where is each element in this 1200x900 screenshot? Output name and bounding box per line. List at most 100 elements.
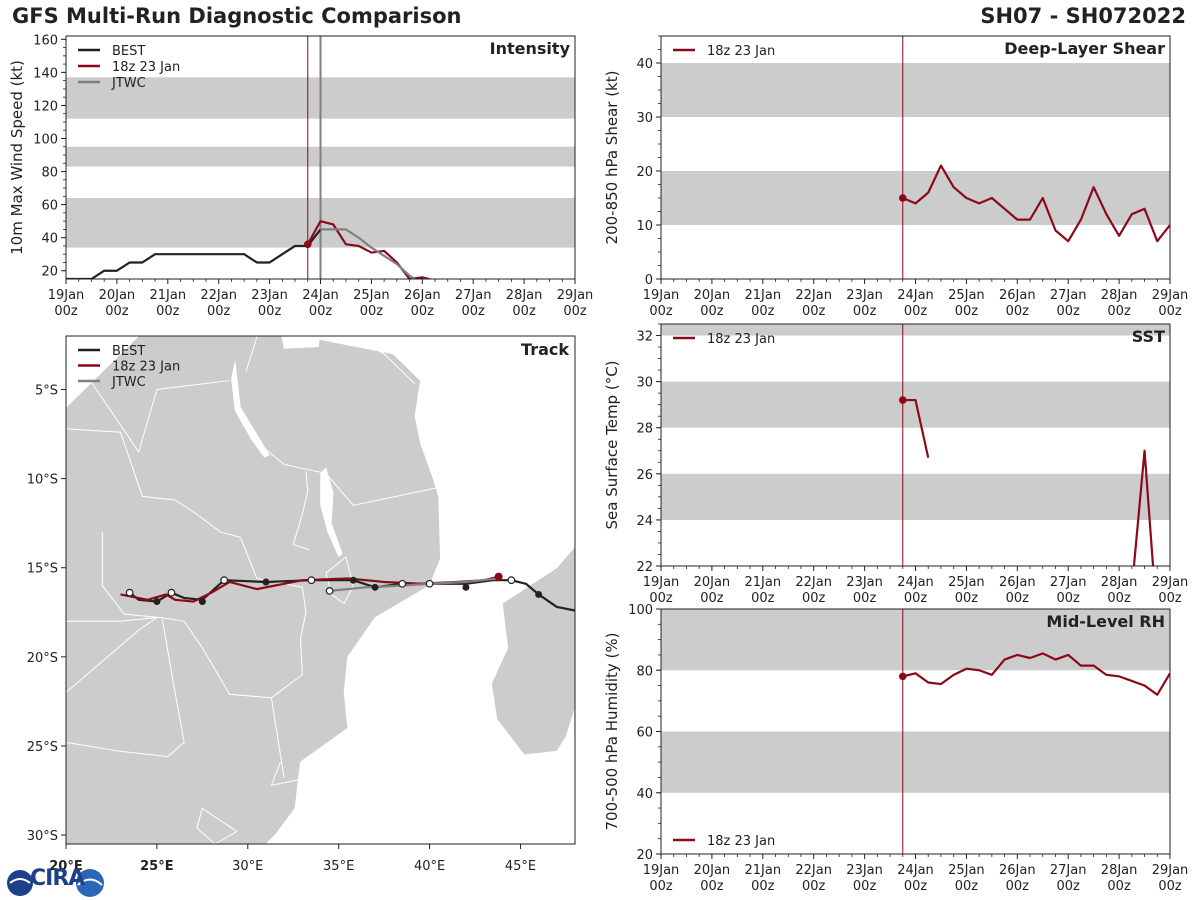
lat-tick-label: 25°S — [27, 740, 58, 755]
x-tick-label-date: 29Jan — [1152, 863, 1189, 878]
x-tick-label-hour: 00z — [853, 304, 877, 319]
border-line — [245, 336, 258, 372]
y-tick-label: 100 — [628, 603, 653, 618]
lon-tick-label: 40°E — [414, 859, 445, 874]
plot-frame — [660, 323, 1171, 567]
x-tick-label-date: 21Jan — [745, 288, 782, 303]
x-tick-label-date: 25Jan — [948, 575, 985, 590]
x-tick-label-hour: 00z — [1057, 879, 1081, 894]
x-tick-label-hour: 00z — [1107, 879, 1131, 894]
track-point-filled — [198, 598, 206, 606]
x-tick-label-date: 26Jan — [999, 575, 1036, 590]
x-tick-label-hour: 00z — [105, 304, 129, 319]
x-tick-label-hour: 00z — [802, 879, 826, 894]
track-point-filled — [462, 583, 470, 591]
lon-tick-label: 35°E — [323, 859, 354, 874]
x-tick-label-hour: 00z — [904, 879, 928, 894]
x-tick-label-date: 19Jan — [48, 288, 85, 303]
x-tick-label-hour: 00z — [802, 304, 826, 319]
track-point-open — [167, 588, 176, 597]
y-tick-label: 160 — [33, 33, 58, 48]
legend-label: 18z 23 Jan — [112, 60, 180, 75]
x-tick-label-hour: 00z — [1057, 304, 1081, 319]
x-tick-label-date: 21Jan — [150, 288, 187, 303]
y-tick-label: 24 — [636, 514, 653, 529]
plot-frame — [660, 35, 1171, 280]
x-tick-label-hour: 00z — [955, 879, 979, 894]
x-tick-label-hour: 00z — [1006, 304, 1030, 319]
x-tick-label-date: 19Jan — [643, 863, 680, 878]
x-tick-label-date: 21Jan — [745, 575, 782, 590]
x-tick-label-hour: 00z — [1158, 304, 1182, 319]
series-group — [902, 164, 1170, 243]
border-line — [101, 532, 272, 699]
y-tick-label: 26 — [636, 468, 653, 483]
series-group — [902, 398, 1155, 566]
x-tick-label-hour: 00z — [649, 879, 673, 894]
x-tick-label-date: 20Jan — [694, 288, 731, 303]
lon-tick-label: 25°E — [140, 859, 173, 874]
y-tick-label: 80 — [41, 166, 58, 181]
legend-label: BEST — [112, 44, 145, 59]
plot-frame — [660, 608, 1171, 855]
x-tick-label-hour: 00z — [700, 879, 724, 894]
x-tick-label-hour: 00z — [751, 591, 775, 606]
chart-title: SST — [1132, 327, 1165, 346]
plot-frame — [65, 35, 576, 280]
lat-tick-label: 15°S — [27, 562, 58, 577]
x-tick-label-date: 20Jan — [99, 288, 136, 303]
track-point-open — [325, 586, 334, 595]
band-0 — [661, 171, 1170, 225]
x-tick-label-date: 28Jan — [506, 288, 543, 303]
x-tick-label-date: 26Jan — [999, 863, 1036, 878]
x-tick-label-date: 24Jan — [302, 288, 339, 303]
land-madagascar — [490, 545, 575, 756]
x-tick-label-hour: 00z — [1107, 591, 1131, 606]
x-tick-label-hour: 00z — [462, 304, 486, 319]
y-tick-label: 80 — [636, 664, 653, 679]
series-start-point — [898, 672, 907, 681]
x-tick-label-hour: 00z — [1158, 591, 1182, 606]
x-tick-label-date: 24Jan — [897, 863, 934, 878]
x-tick-label-date: 22Jan — [795, 863, 832, 878]
series-line-18z-23-jan — [902, 652, 1170, 696]
y-tick-label: 10 — [636, 219, 653, 234]
x-tick-label-hour: 00z — [309, 304, 333, 319]
track-point-filled — [349, 576, 357, 584]
y-tick-label: 140 — [33, 66, 58, 81]
map-layer — [66, 336, 575, 844]
legend-label: 18z 23 Jan — [707, 834, 775, 849]
lat-tick-label: 10°S — [27, 473, 58, 488]
lat-tick-label: 20°S — [27, 651, 58, 666]
band-1 — [661, 63, 1170, 117]
x-tick-label-date: 28Jan — [1101, 863, 1138, 878]
chart-title: Mid-Level RH — [1046, 612, 1165, 631]
x-tick-label-hour: 00z — [853, 879, 877, 894]
lon-tick-label: 20°E — [49, 859, 82, 874]
y-tick-label: 32 — [636, 330, 653, 345]
x-tick-label-date: 25Jan — [353, 288, 390, 303]
x-tick-label-date: 27Jan — [1050, 575, 1087, 590]
y-axis-label: 200-850 hPa Shear (kt) — [603, 71, 621, 245]
storm-id: SH07 - SH072022 — [980, 4, 1186, 28]
page-title: GFS Multi-Run Diagnostic Comparison — [12, 4, 462, 28]
x-tick-label-hour: 00z — [1107, 304, 1131, 319]
border-line — [262, 446, 439, 506]
x-tick-label-hour: 00z — [207, 304, 231, 319]
intensity-chart: 2040608010012014016019Jan00z20Jan00z21Ja… — [8, 33, 593, 319]
y-tick-label: 0 — [645, 273, 653, 288]
y-tick-label: 120 — [33, 99, 58, 114]
y-tick-label: 60 — [636, 726, 653, 741]
border-line — [66, 344, 230, 454]
border-line — [196, 807, 238, 844]
logo-text: CIRA — [30, 866, 85, 891]
x-tick-label-date: 20Jan — [694, 575, 731, 590]
x-tick-label-date: 27Jan — [1050, 863, 1087, 878]
track-point-filled — [262, 578, 270, 586]
x-tick-label-date: 24Jan — [897, 575, 934, 590]
x-tick-label-hour: 00z — [54, 304, 78, 319]
y-axis-label: 10m Max Wind Speed (kt) — [8, 60, 26, 255]
y-axis-label: Sea Surface Temp (°C) — [603, 360, 621, 529]
x-tick-label-date: 28Jan — [1101, 575, 1138, 590]
band-0 — [661, 473, 1170, 520]
